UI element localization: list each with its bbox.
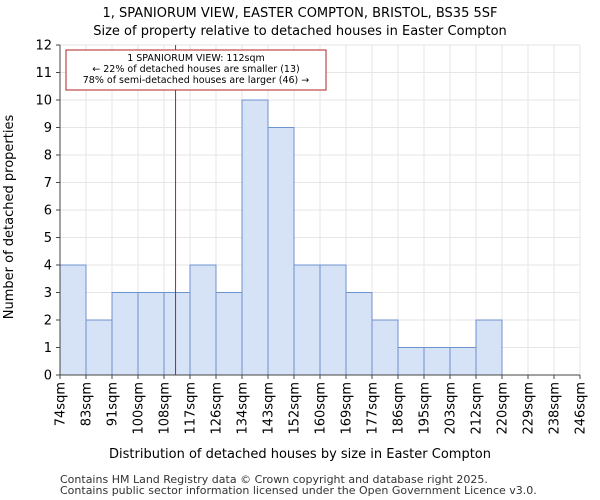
bar — [189, 264, 217, 376]
bars — [59, 99, 503, 376]
annotation-line-3: 78% of semi-detached houses are larger (… — [83, 75, 310, 86]
y-tick-label: 4 — [44, 259, 52, 274]
x-tick-label: 169sqm — [340, 382, 355, 435]
chart-title: 1, SPANIORUM VIEW, EASTER COMPTON, BRIST… — [103, 6, 498, 21]
bar — [423, 347, 451, 376]
annotation-line-2: ← 22% of detached houses are smaller (13… — [92, 64, 299, 75]
bar — [345, 292, 373, 376]
x-tick-label: 100sqm — [132, 382, 147, 435]
x-tick-label: 126sqm — [210, 382, 225, 435]
bar — [371, 319, 399, 376]
annotation-line-1: 1 SPANIORUM VIEW: 112sqm — [127, 53, 265, 64]
x-tick-label: 186sqm — [392, 382, 407, 435]
chart-subtitle: Size of property relative to detached ho… — [93, 24, 507, 39]
bar — [475, 319, 503, 376]
x-tick-label: 212sqm — [470, 382, 485, 435]
x-tick-label: 229sqm — [522, 382, 537, 435]
bar — [267, 127, 295, 376]
x-tick-label: 143sqm — [262, 382, 277, 435]
bar — [319, 264, 347, 376]
x-tick-label: 91sqm — [106, 382, 121, 426]
y-axis-label: Number of detached properties — [2, 115, 17, 320]
annotation-frame — [65, 49, 327, 91]
bar — [215, 292, 243, 376]
bar — [397, 347, 425, 376]
x-tick-label: 238sqm — [548, 382, 563, 435]
bar — [137, 292, 165, 376]
y-tick-label: 1 — [44, 341, 52, 356]
footer-line-2: Contains public sector information licen… — [60, 484, 537, 497]
y-tick-label: 11 — [35, 66, 52, 81]
x-tick-label: 117sqm — [184, 382, 199, 435]
x-tick-label: 246sqm — [574, 382, 589, 435]
x-tick-label: 195sqm — [418, 382, 433, 435]
footer-line-1: Contains HM Land Registry data © Crown c… — [60, 473, 488, 486]
y-tick-label: 2 — [44, 314, 52, 329]
bar — [241, 99, 269, 376]
x-tick-label: 134sqm — [236, 382, 251, 435]
bar — [85, 319, 113, 376]
y-tick-label: 3 — [44, 286, 52, 301]
x-axis-label: Distribution of detached houses by size … — [109, 447, 491, 462]
x-tick-label: 203sqm — [444, 382, 459, 435]
bar — [111, 292, 139, 376]
y-tick-label: 12 — [35, 39, 52, 54]
y-tick-label: 0 — [44, 369, 52, 384]
bar — [163, 292, 191, 376]
x-tick-label: 160sqm — [314, 382, 329, 435]
bar — [293, 264, 321, 376]
y-tick-label: 10 — [35, 94, 52, 109]
y-tick-label: 5 — [44, 231, 52, 246]
x-tick-label: 108sqm — [158, 382, 173, 435]
x-tick-label: 177sqm — [366, 382, 381, 435]
x-tick-label: 83sqm — [80, 382, 95, 426]
x-tick-label: 74sqm — [54, 382, 69, 426]
x-ticks: 74sqm 83sqm 91sqm 100sqm 108sqm 117sqm 126sqm 1… — [54, 375, 589, 435]
annotation-box: 1 SPANIORUM VIEW: 112sqm ← 22% of detach… — [65, 49, 327, 91]
y-tick-label: 6 — [44, 204, 52, 219]
y-tick-label: 7 — [44, 176, 52, 191]
bar — [59, 264, 87, 376]
x-tick-label: 152sqm — [288, 382, 303, 435]
y-tick-label: 9 — [44, 121, 52, 136]
y-tick-label: 8 — [44, 149, 52, 164]
x-tick-label: 220sqm — [496, 382, 511, 435]
bar — [449, 347, 477, 376]
